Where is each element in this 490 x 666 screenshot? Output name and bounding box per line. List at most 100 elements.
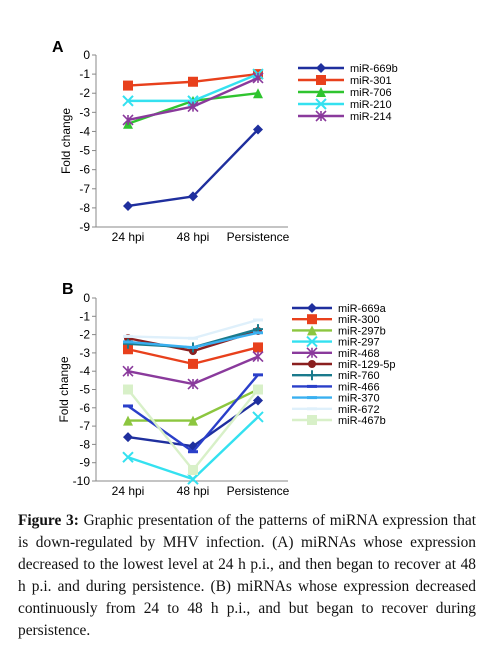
legend-label-mir-669a: miR-669a xyxy=(338,303,387,315)
y-tick-label: -10 xyxy=(73,474,91,488)
y-tick-label: -7 xyxy=(79,182,90,196)
legend-label-mir-370: miR-370 xyxy=(338,393,380,405)
legend-marker-mir-672 xyxy=(307,407,317,411)
y-tick-label: 0 xyxy=(83,291,90,305)
panel-b-chart: B 0 -1 -2 -3 -4 -5 -6 -7 -8 -9 -10 24 hpi 48 hpi Persi… xyxy=(57,281,395,498)
legend-marker-mir-210 xyxy=(315,98,327,110)
data-point-mir-706 xyxy=(253,88,263,99)
legend-marker-mir-297b xyxy=(307,325,317,336)
data-point-mir-297 xyxy=(187,473,199,485)
data-point-mir-467b xyxy=(123,384,133,395)
data-point-mir-214 xyxy=(122,114,134,126)
y-tick-label: -9 xyxy=(79,456,90,470)
y-axis-label: Fold change xyxy=(57,356,71,422)
y-tick-label: -6 xyxy=(79,163,90,177)
legend-label-mir-297: miR-297 xyxy=(338,337,380,349)
legend-marker-mir-466 xyxy=(307,384,317,388)
caption-label: Figure 3: xyxy=(18,512,79,529)
data-point-mir-214 xyxy=(187,101,199,113)
legend-label-mir-300: miR-300 xyxy=(338,314,380,326)
y-tick-label: -4 xyxy=(79,364,90,378)
legend-label-mir-760: miR-760 xyxy=(338,370,380,382)
data-point-mir-468 xyxy=(252,350,264,363)
data-point-mir-672 xyxy=(253,318,263,322)
y-tick-label: -2 xyxy=(79,86,90,100)
y-tick-label: -2 xyxy=(79,328,90,342)
data-point-mir-300 xyxy=(123,344,133,355)
data-point-mir-669b xyxy=(253,124,263,135)
data-point-mir-301 xyxy=(188,76,198,87)
legend-label-mir-214: miR-214 xyxy=(350,111,392,123)
legend-marker-mir-669b xyxy=(316,63,326,73)
data-point-mir-297 xyxy=(122,451,134,463)
data-point-mir-467b xyxy=(188,465,198,476)
data-point-mir-672 xyxy=(123,334,133,338)
y-tick-label: -3 xyxy=(79,346,90,360)
data-point-mir-468 xyxy=(187,378,199,390)
panel-letter-a: A xyxy=(52,39,64,56)
data-point-mir-466 xyxy=(123,404,133,408)
legend-label-mir-210: miR-210 xyxy=(350,99,392,111)
legend-label-mir-297b: miR-297b xyxy=(338,325,386,337)
y-tick-label: -5 xyxy=(79,383,90,397)
legend-label-mir-467b: miR-467b xyxy=(338,415,386,427)
legend-marker-mir-669a xyxy=(307,303,317,313)
legend-label-mir-672: miR-672 xyxy=(338,404,380,416)
y-tick-label: -6 xyxy=(79,401,90,415)
series-line-mir-467b xyxy=(127,388,259,472)
legend-marker-mir-706 xyxy=(316,87,326,97)
data-point-mir-370 xyxy=(253,331,263,335)
panel-letter-b: B xyxy=(62,281,74,298)
y-tick-label: -8 xyxy=(79,201,90,215)
y-tick-label: -8 xyxy=(79,437,90,451)
y-axis-label: Fold change xyxy=(59,108,73,174)
legend-marker-mir-468 xyxy=(306,347,318,359)
data-point-mir-297b xyxy=(123,415,133,426)
data-point-mir-300 xyxy=(253,342,263,353)
data-point-mir-669b xyxy=(188,191,198,202)
legend-label-mir-129-5p: miR-129-5p xyxy=(338,359,395,371)
legend-label-mir-468: miR-468 xyxy=(338,348,380,360)
y-tick-label: -4 xyxy=(79,124,90,138)
data-point-mir-214 xyxy=(252,72,264,84)
legend-marker-mir-300 xyxy=(307,314,317,325)
data-point-mir-297b xyxy=(188,415,198,426)
legend-marker-mir-467b xyxy=(307,415,317,425)
data-point-mir-672 xyxy=(188,336,198,340)
data-point-mir-669b xyxy=(123,200,133,211)
x-tick-label-48-hpi: 48 hpi xyxy=(177,230,210,244)
y-tick-label: -9 xyxy=(79,220,90,234)
data-point-mir-466 xyxy=(188,450,198,454)
data-point-mir-466 xyxy=(253,373,263,377)
data-point-mir-370 xyxy=(123,340,133,344)
data-point-mir-467b xyxy=(253,384,263,395)
data-point-mir-370 xyxy=(188,345,198,349)
data-point-mir-760 xyxy=(123,338,133,349)
data-point-mir-210 xyxy=(122,95,134,107)
x-tick-label-persistence: Persistence xyxy=(227,230,290,244)
data-point-mir-300 xyxy=(188,358,198,369)
y-tick-label: -1 xyxy=(79,67,90,81)
legend-label-mir-706: miR-706 xyxy=(350,87,392,99)
data-point-mir-468 xyxy=(122,365,134,377)
legend-marker-mir-214 xyxy=(315,110,327,122)
legend-marker-mir-297 xyxy=(306,335,318,348)
x-tick-label-persistence: Persistence xyxy=(227,484,290,498)
caption-text: Graphic presentation of the patterns of … xyxy=(18,512,477,639)
legend-marker-mir-370 xyxy=(307,396,317,400)
data-point-mir-301 xyxy=(123,80,133,91)
legend-marker-mir-301 xyxy=(316,75,326,85)
legend-marker-mir-129-5p xyxy=(308,360,316,368)
data-point-mir-669a xyxy=(123,432,133,443)
y-tick-label: 0 xyxy=(83,48,90,62)
x-tick-label-48-hpi: 48 hpi xyxy=(177,484,210,498)
y-tick-label: -5 xyxy=(79,144,90,158)
y-tick-label: -1 xyxy=(79,309,90,323)
y-tick-label: -3 xyxy=(79,105,90,119)
figure-caption: Figure 3: Graphic presentation of the pa… xyxy=(18,510,476,642)
data-point-mir-669a xyxy=(253,395,263,406)
data-point-mir-297 xyxy=(252,411,264,423)
x-tick-label-24-hpi: 24 hpi xyxy=(112,484,145,498)
legend-label-mir-466: miR-466 xyxy=(338,381,380,393)
legend-label-mir-301: miR-301 xyxy=(350,75,392,87)
